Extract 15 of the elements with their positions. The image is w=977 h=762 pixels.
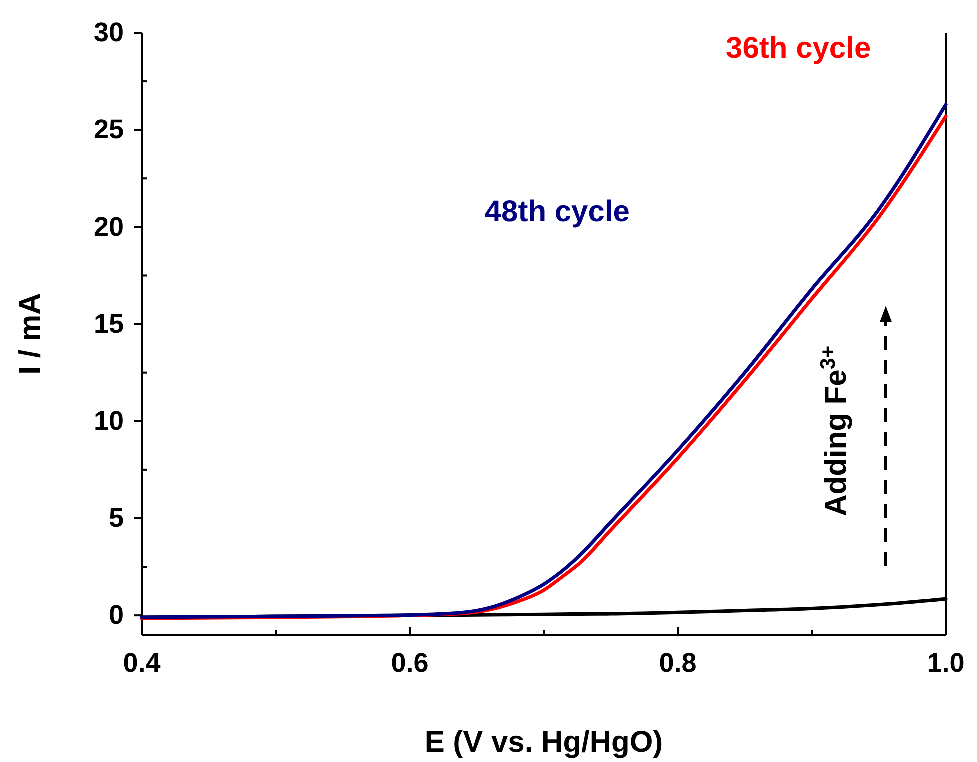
y-tick-label: 5: [108, 503, 124, 534]
x-tick-label: 1.0: [927, 648, 965, 678]
text: 36th cycle: [726, 32, 872, 66]
x-tick-label: 0.8: [659, 648, 697, 678]
x-axis-title: E (V vs. Hg/HgO): [424, 726, 664, 759]
y-tick-label: 15: [94, 308, 124, 339]
y-tick-label: 0: [108, 600, 124, 630]
y-tick-label: 10: [94, 406, 124, 436]
x-tick-label: 0.6: [391, 648, 429, 678]
x-tick-label: 0.4: [123, 648, 161, 678]
y-tick-label: 25: [94, 114, 124, 145]
text: 48th cycle: [484, 195, 630, 228]
y-tick-label: 20: [94, 212, 124, 242]
y-axis-title: I / mA: [14, 293, 47, 375]
y-tick-label: 30: [94, 18, 124, 48]
